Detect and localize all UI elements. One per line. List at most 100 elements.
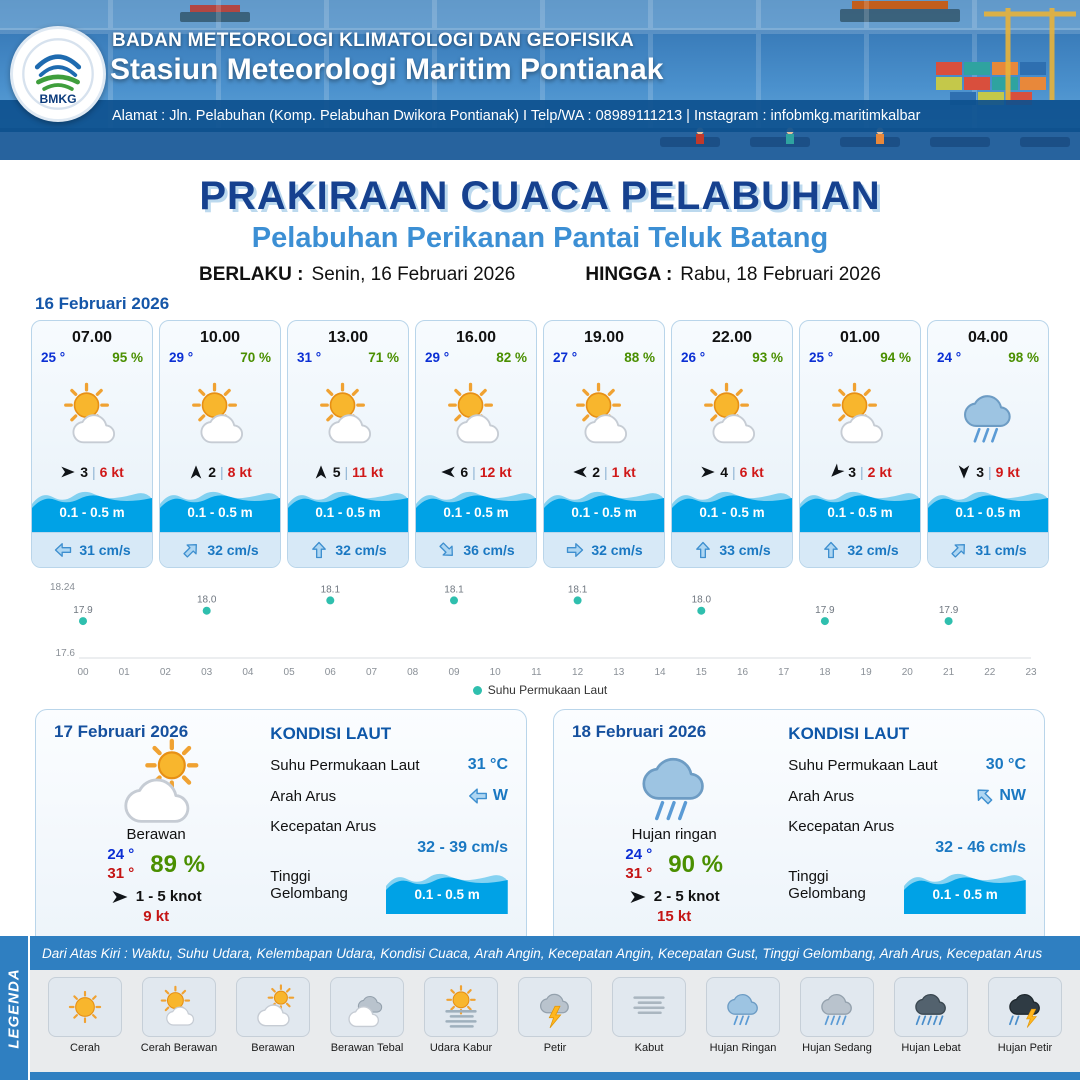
humidity: 82 % — [496, 350, 527, 365]
current-direction-icon — [309, 540, 329, 560]
valid-to-value: Rabu, 18 Februari 2026 — [680, 264, 881, 285]
daily-weather-summary: 17 Februari 2026 Berawan 24 ° 31 ° 89 % … — [54, 722, 258, 934]
current-direction-icon — [969, 780, 1000, 811]
daily-date: 18 Februari 2026 — [572, 722, 707, 741]
legend-item: Cerah — [40, 977, 130, 1072]
wave-height: 0.1 - 0.5 m — [315, 505, 381, 520]
wave-shape — [904, 873, 1026, 914]
humidity: 88 % — [624, 350, 655, 365]
forecast-time: 01.00 — [839, 329, 881, 346]
current-speed: 32 cm/s — [847, 542, 899, 558]
forecast-card: 01.00 25 ° 94 % 3 | 2 kt 0.1 - 0.5 m — [799, 320, 921, 568]
weather-icon — [894, 977, 968, 1037]
wave-shape — [928, 491, 1048, 532]
svg-text:04: 04 — [242, 667, 254, 678]
current-row: 36 cm/s — [416, 532, 536, 567]
forecast-card: 19.00 27 ° 88 % 2 | 1 kt 0.1 - 0.5 m — [543, 320, 665, 568]
wind-speed: 3 — [848, 464, 857, 480]
wave-height: 0.1 - 0.5 m — [571, 505, 637, 520]
air-temperature: 27 ° — [553, 350, 578, 365]
separator: | — [92, 464, 96, 480]
wave-height-band: 0.1 - 0.5 m — [416, 486, 536, 532]
wave-height-band: 0.1 - 0.5 m — [288, 486, 408, 532]
current-direction-icon — [945, 536, 973, 564]
current-row: 33 cm/s — [672, 532, 792, 567]
wave-height-band: 0.1 - 0.5 m — [160, 486, 280, 532]
wave-height-band: 0.1 - 0.5 m — [32, 486, 152, 532]
humidity: 71 % — [368, 350, 399, 365]
forecast-time: 10.00 — [199, 329, 241, 346]
wave-height: 0.1 - 0.5 m — [955, 505, 1021, 520]
daily-numbers: 24 ° 31 ° 90 % — [625, 846, 723, 884]
svg-text:07: 07 — [366, 667, 378, 678]
forecast-time: 16.00 — [455, 329, 497, 346]
daily-weather-summary: 18 Februari 2026 Hujan ringan 24 ° 31 ° … — [572, 722, 776, 934]
separator: | — [860, 464, 864, 480]
wind-direction-icon — [111, 888, 129, 906]
wind-gust: 6 kt — [99, 464, 124, 480]
legend-item: Udara Kabur — [416, 977, 506, 1072]
wind-speed: 2 — [208, 464, 217, 480]
legend-section: LEGENDA Dari Atas Kiri : Waktu, Suhu Uda… — [0, 936, 1080, 1080]
page-title: PRAKIRAAN CUACA PELABUHAN — [199, 174, 881, 218]
temp-humidity-row: 31 ° 71 % — [288, 347, 408, 365]
wave-height-band: 0.1 - 0.5 m — [386, 868, 508, 914]
sea-conditions-title: KONDISI LAUT — [270, 724, 392, 743]
weather-condition: Berawan — [126, 826, 186, 843]
separator: | — [344, 464, 349, 480]
legend-item: Petir — [510, 977, 600, 1072]
wave-height-row: Tinggi Gelombang 0.1 - 0.5 m — [270, 868, 508, 914]
wind-direction-icon — [825, 461, 848, 484]
wind-range: 2 - 5 knot — [653, 888, 720, 905]
legend-item: Hujan Petir — [980, 977, 1070, 1072]
current-row: 32 cm/s — [160, 532, 280, 567]
wind-gust: 6 kt — [739, 464, 764, 480]
wind-row: 3 | 9 kt — [928, 464, 1048, 486]
sst-value: 30 °C — [985, 756, 1026, 773]
air-temperature: 31 ° — [297, 350, 322, 365]
current-speed-label: Kecepatan Arus — [788, 818, 895, 835]
wind-gust: 11 kt — [352, 464, 384, 480]
wind-row: 2 | 8 kt — [160, 464, 280, 486]
forecast-card: 04.00 24 ° 98 % 3 | 9 kt 0.1 - 0.5 m — [927, 320, 1049, 568]
current-row: 32 cm/s — [800, 532, 920, 567]
wind-speed: 3 — [976, 464, 985, 480]
humidity: 90 % — [668, 850, 723, 878]
wind-gust: 1 kt — [611, 464, 636, 480]
current-direction-icon — [821, 540, 841, 560]
current-speed-value: 32 - 39 cm/s — [417, 839, 508, 856]
wind-gust: 2 kt — [867, 464, 892, 480]
weather-icon — [288, 365, 408, 464]
svg-text:09: 09 — [448, 667, 460, 678]
wind-range: 1 - 5 knot — [135, 888, 202, 905]
forecast-time: 19.00 — [583, 329, 625, 346]
svg-text:17.6: 17.6 — [56, 648, 76, 659]
page-subtitle: Pelabuhan Perikanan Pantai Teluk Batang — [251, 222, 829, 254]
svg-text:18.1: 18.1 — [568, 584, 588, 595]
wind-gust: 9 kt — [995, 464, 1020, 480]
svg-text:18.0: 18.0 — [197, 595, 217, 606]
sst-label: Suhu Permukaan Laut — [788, 756, 938, 774]
current-speed: 31 cm/s — [79, 542, 131, 558]
weather-icon — [544, 365, 664, 464]
weather-icon — [800, 365, 920, 464]
forecast-card: 07.00 25 ° 95 % 3 | 6 kt 0.1 - 0.5 m — [31, 320, 153, 568]
wave-height-band: 0.1 - 0.5 m — [544, 486, 664, 532]
legend-item-label: Berawan Tebal — [330, 1042, 404, 1054]
separator: | — [732, 464, 736, 480]
wind-gust: 15 kt — [657, 907, 692, 925]
sst-label: Suhu Permukaan Laut — [270, 756, 420, 774]
chart-legend: Suhu Permukaan Laut — [30, 683, 1050, 697]
legend-title: LEGENDA — [5, 967, 23, 1049]
wave-height-label: Tinggi Gelombang — [270, 868, 348, 902]
svg-text:10: 10 — [490, 667, 502, 678]
temp-max: 31 ° — [625, 864, 653, 882]
wave-height-label: Tinggi Gelombang — [788, 868, 866, 902]
wind-gust: 8 kt — [227, 464, 252, 480]
current-direction-value: NW — [999, 787, 1026, 804]
current-row: 31 cm/s — [928, 532, 1048, 567]
sst-chart: 18.24 17.6 00 01 02 03 04 05 06 07 08 09 10 11 12 13 14 1… — [30, 574, 1050, 683]
svg-text:23: 23 — [1025, 667, 1037, 678]
svg-text:17.9: 17.9 — [73, 605, 93, 616]
